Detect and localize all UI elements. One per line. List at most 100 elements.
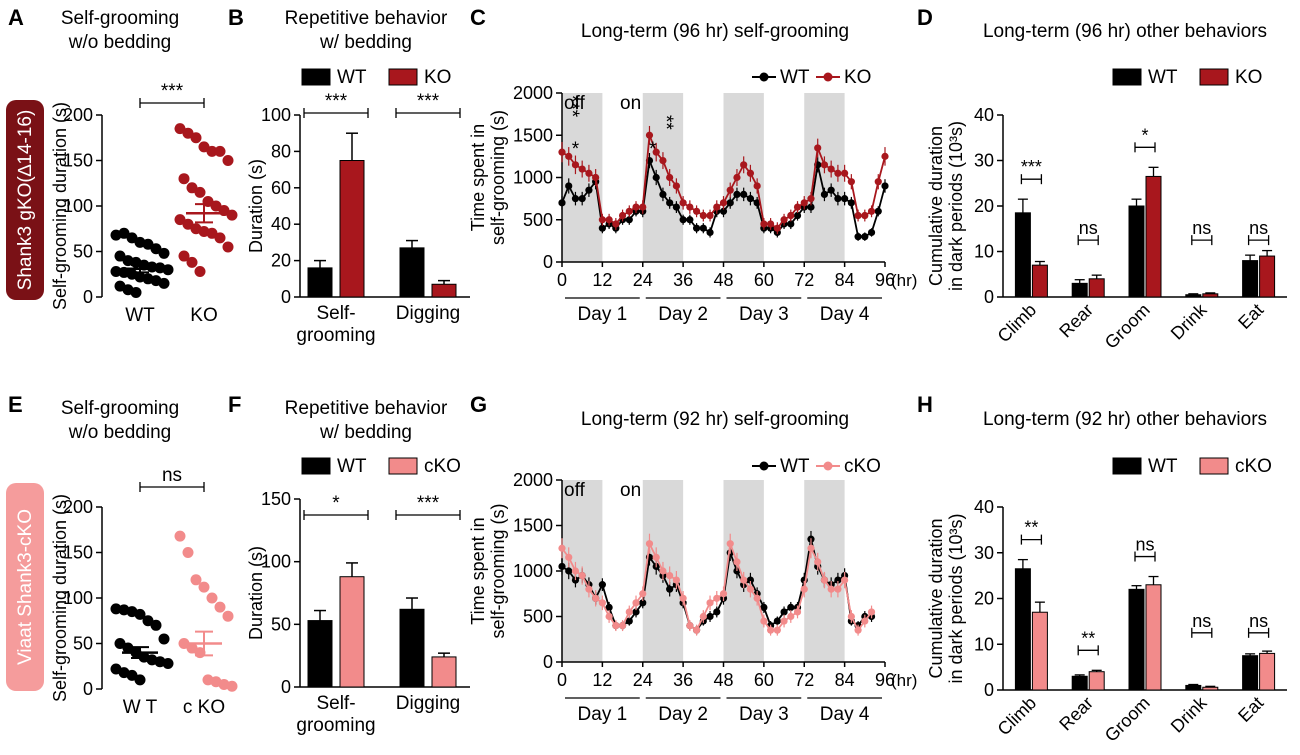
panel-f-bar-cKO-0 [339,576,365,688]
panel-g-title: Long-term (92 hr) self-grooming [581,409,849,430]
panel-c-legend-marker-1 [823,72,833,82]
panel-c-point-KO-37 [807,195,815,203]
panel-c-point-WT-43 [847,199,855,207]
panel-c-point-WT-14 [652,173,660,182]
panel-g-point-WT-10 [625,617,633,625]
panel-c-point-KO-38 [814,144,822,152]
panel-c-x-tick-label-0: 0 [557,270,567,290]
panel-c-point-WT-41 [834,195,842,203]
panel-letter-e: E [8,392,23,417]
panel-a-point-KO-4 [206,145,218,157]
panel-c-point-KO-8 [612,220,620,228]
panel-c-point-WT-28 [746,195,755,203]
panel-e-chart: Self-grooming w/o bedding 0 50 100 150 200Self… [50,398,238,718]
panel-f-bar-WT-0 [307,620,333,688]
panel-g-day-label-3: Day 4 [820,704,870,725]
panel-c-point-KO-13 [645,131,654,139]
panel-letter-b: B [228,5,244,30]
panel-h-x-label-3: Drink [1167,692,1212,737]
panel-b-legend-label-0: WT [337,67,367,88]
panel-g-point-cKO-12 [639,590,647,598]
panel-g-point-cKO-6 [598,599,606,607]
panel-c-point-KO-17 [672,182,680,190]
panel-g-x-unit: (hr) [891,671,917,690]
panel-a-point-WT-1 [118,227,130,239]
panel-c-legend-label-1: KO [844,67,871,88]
panel-d-legend-label-1: KO [1235,67,1262,88]
panel-f-y-tick-label-0: 0 [281,677,291,697]
panel-g-point-WT-7 [605,603,613,612]
panel-b-y-tick-label-2: 40 [271,214,291,234]
panel-g-point-WT-32 [773,617,781,625]
panel-b-y-tick-label-0: 0 [281,287,291,307]
panel-f-y-tick-label-2: 100 [261,552,291,572]
panel-c-point-KO-20 [692,207,701,215]
panel-c-point-KO-30 [760,220,768,228]
panel-e-point-cKO-6 [222,610,234,622]
panel-g-point-WT-30 [760,603,768,612]
panel-h-bar-WT-1 [1071,675,1088,691]
panel-b-x-label-0-line-0: Self- [316,303,355,324]
panel-g-x-tick-label-7: 84 [835,670,855,690]
panel-c-x-tick-label-2: 24 [633,270,653,290]
panel-a-point-KO-19 [214,232,226,244]
panel-c-point-KO-40 [827,165,835,173]
panel-e-point-cKO-13 [226,680,238,692]
panel-letter-c: C [470,5,486,30]
panel-c-point-KO-0 [558,148,566,156]
panel-a-x-label-0: WT [125,305,155,326]
panel-h-y-label-line-0: Cumulative duration [926,518,946,678]
panel-a-point-KO-7 [178,173,190,185]
panel-e-point-WT-17 [134,674,146,686]
panel-e-y-label-line-0: Self-grooming duration (s) [50,494,70,702]
panel-c-y-label-line-1: self-grooming (s) [488,110,508,245]
panel-a-point-KO-2 [190,132,202,144]
panel-e-point-cKO-7 [178,638,190,649]
panel-g-x-tick-label-3: 36 [673,670,693,690]
panel-h-bar-cKO-2 [1145,584,1162,691]
panel-g-point-cKO-15 [659,567,667,575]
panel-g-point-WT-11 [632,608,640,616]
panel-e-y-tick-label-0: 0 [83,679,93,699]
panel-b-cat-1-significance-label: *** [417,91,440,112]
panel-c-point-KO-47 [874,178,882,186]
panel-c-point-WT-16 [666,199,674,207]
panel-c-point-WT-44 [854,233,862,241]
panel-g-point-WT-41 [834,576,842,584]
panel-d-x-label-0: Climb [994,300,1041,347]
panel-c-point-WT-1 [565,182,573,190]
panel-d-title: Long-term (96 hr) other behaviors [983,21,1267,42]
panel-g-point-cKO-36 [800,585,808,593]
panel-f-legend-swatch-1 [388,457,418,475]
panel-c-point-WT-35 [793,211,802,220]
panel-g-y-tick-label-3: 1500 [513,516,553,536]
panel-e-point-WT-16 [126,669,138,681]
panel-g-point-cKO-27 [740,576,748,584]
panel-d-chart: Long-term (96 hr) other behaviors WT KO 0 10… [926,21,1287,353]
panel-d-bar-KO-2 [1145,175,1162,298]
panel-c-point-WT-25 [726,199,734,207]
panel-c-y-label-line-0: Time spent in [468,124,488,231]
panel-g-point-cKO-25 [726,540,734,548]
panel-g-y-label-line-0: Time spent in [468,517,488,624]
panel-g-point-cKO-10 [625,608,633,616]
panel-g-point-cKO-14 [652,553,660,561]
panel-d-cat-2-significance-label: * [1141,125,1148,145]
panel-c-point-WT-47 [874,207,882,215]
panel-g-x-tick-label-1: 12 [592,670,612,690]
panel-f-legend-label-0: WT [337,456,367,477]
panel-c-point-KO-25 [726,186,734,194]
panel-letter-a: A [8,5,24,30]
panel-g-legend-label-0: WT [780,456,810,477]
panel-d-x-label-4: Eat [1234,300,1267,333]
panel-c-point-WT-15 [659,190,667,198]
panel-c-point-KO-31 [767,220,775,228]
panel-h-cat-2-significance-label: ns [1135,535,1154,555]
panel-f-title-line-0: Repetitive behavior [285,398,448,419]
panel-b-bar-KO-1 [431,283,457,298]
panel-letter-h: H [917,392,933,417]
panel-e-x-label-1: c KO [183,697,225,718]
panel-letter-g: G [470,392,487,417]
panel-a-point-KO-14 [174,214,186,226]
panel-c-legend-label-0: WT [780,67,810,88]
